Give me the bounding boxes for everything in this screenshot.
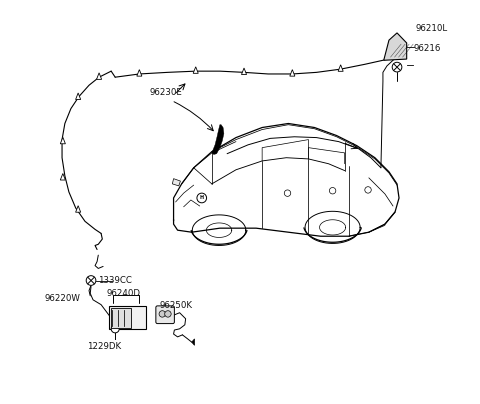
Polygon shape	[338, 65, 343, 72]
Polygon shape	[137, 69, 142, 76]
Circle shape	[197, 193, 206, 203]
Polygon shape	[60, 137, 65, 144]
Text: 96220W: 96220W	[45, 294, 81, 303]
Polygon shape	[384, 33, 407, 60]
Text: 96216: 96216	[413, 44, 441, 53]
Circle shape	[329, 187, 336, 194]
Polygon shape	[172, 179, 180, 186]
Circle shape	[86, 276, 96, 285]
Circle shape	[284, 190, 291, 196]
Polygon shape	[241, 68, 247, 74]
Polygon shape	[290, 69, 295, 76]
Circle shape	[159, 311, 166, 317]
Polygon shape	[212, 125, 224, 154]
Text: H: H	[200, 196, 204, 200]
Polygon shape	[192, 339, 194, 345]
Text: 96210L: 96210L	[415, 23, 447, 33]
FancyBboxPatch shape	[109, 306, 146, 329]
Polygon shape	[76, 93, 81, 99]
Text: 96230E: 96230E	[149, 88, 182, 97]
FancyBboxPatch shape	[156, 306, 174, 324]
Text: 96240D: 96240D	[106, 289, 140, 298]
Circle shape	[392, 62, 402, 72]
Polygon shape	[76, 206, 81, 212]
Polygon shape	[60, 173, 65, 180]
Text: 1229DK: 1229DK	[87, 342, 121, 351]
Circle shape	[365, 187, 371, 193]
Polygon shape	[193, 67, 198, 73]
FancyBboxPatch shape	[111, 308, 132, 328]
Circle shape	[165, 311, 171, 317]
Polygon shape	[96, 73, 102, 79]
Text: 96250K: 96250K	[159, 301, 192, 310]
Text: 1339CC: 1339CC	[98, 276, 132, 285]
Circle shape	[111, 325, 119, 333]
